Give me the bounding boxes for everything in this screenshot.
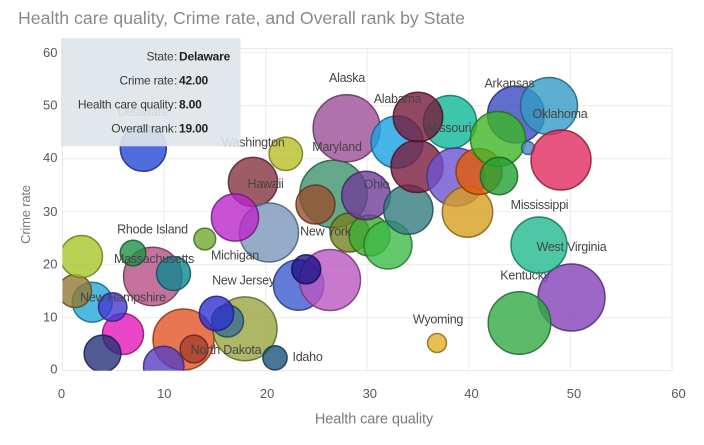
svg-text:Hawaii: Hawaii [247, 177, 283, 191]
svg-text:Health care quality: Health care quality [78, 98, 174, 112]
svg-text:Overall rank: Overall rank [111, 122, 174, 136]
svg-text:New Hampshire: New Hampshire [80, 291, 166, 305]
svg-text:New York: New York [300, 225, 352, 239]
svg-text::: : [174, 74, 177, 88]
svg-text:Missouri: Missouri [427, 121, 472, 135]
svg-text:Massachusetts: Massachusetts [114, 252, 194, 266]
svg-text:Crime rate: Crime rate [18, 185, 33, 244]
svg-text:Rhode Island: Rhode Island [117, 223, 188, 237]
svg-text:Arkansas: Arkansas [484, 77, 534, 91]
svg-text:30: 30 [43, 204, 57, 219]
svg-text:60: 60 [671, 386, 685, 401]
svg-text:Wyoming: Wyoming [413, 313, 464, 327]
svg-text:Mississippi: Mississippi [511, 198, 569, 212]
svg-text:42.00: 42.00 [179, 74, 209, 88]
svg-text:Delaware: Delaware [179, 50, 231, 64]
svg-text:Ohio: Ohio [364, 178, 390, 192]
svg-text:Alaska: Alaska [329, 71, 365, 85]
svg-text:50: 50 [567, 386, 581, 401]
svg-text:New Jersey: New Jersey [212, 274, 276, 288]
svg-text:20: 20 [260, 386, 274, 401]
svg-text:Maryland: Maryland [312, 140, 362, 154]
svg-text:60: 60 [43, 45, 57, 60]
svg-text:10: 10 [157, 386, 171, 401]
svg-text:40: 40 [43, 150, 57, 165]
svg-text:20: 20 [43, 257, 57, 272]
svg-text::: : [174, 122, 177, 136]
svg-text:West Virginia: West Virginia [537, 240, 607, 254]
svg-text::: : [174, 98, 177, 112]
svg-text:Health care quality, Crime rat: Health care quality, Crime rate, and Ove… [18, 8, 465, 28]
svg-text:Health care quality: Health care quality [315, 412, 434, 428]
svg-text:50: 50 [43, 98, 57, 113]
svg-text:19.00: 19.00 [179, 122, 209, 136]
svg-text:0: 0 [58, 386, 65, 401]
svg-text:10: 10 [43, 310, 57, 325]
svg-text:Michigan: Michigan [211, 249, 259, 263]
svg-text:Crime rate: Crime rate [119, 74, 174, 88]
svg-text:Oklahoma: Oklahoma [533, 107, 588, 121]
svg-text::: : [174, 50, 177, 64]
svg-text:8.00: 8.00 [179, 98, 202, 112]
svg-text:Idaho: Idaho [292, 350, 322, 364]
svg-text:30: 30 [363, 386, 377, 401]
svg-text:State: State [146, 50, 174, 64]
svg-text:0: 0 [50, 362, 57, 377]
svg-text:Alabama: Alabama [374, 92, 422, 106]
svg-text:40: 40 [464, 386, 478, 401]
svg-text:North Dakota: North Dakota [191, 343, 262, 357]
